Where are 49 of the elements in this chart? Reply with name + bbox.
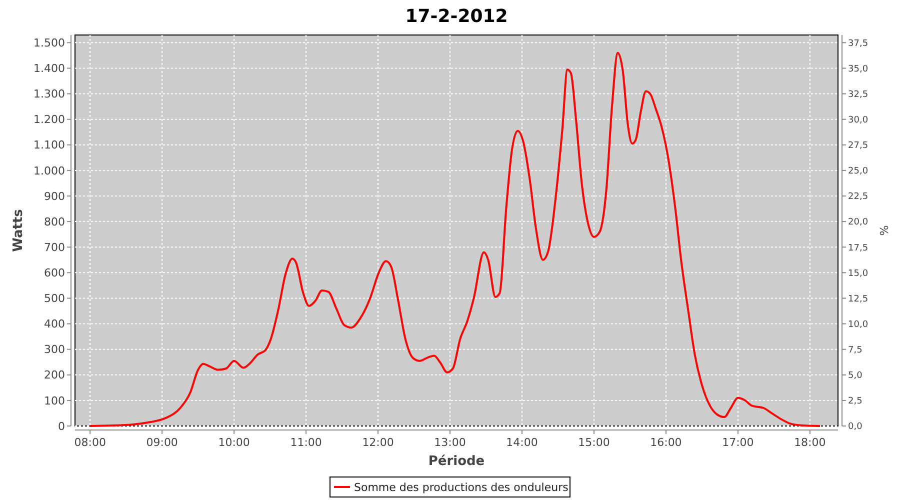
y2-tick-label: 12,5 — [848, 294, 868, 304]
y-tick-label: 700 — [44, 240, 65, 254]
y2-tick-label: 32,5 — [848, 90, 868, 100]
y-tick-label: 200 — [44, 368, 65, 382]
legend-label: Somme des productions des onduleurs — [354, 480, 569, 494]
y-tick-label: 600 — [44, 266, 65, 280]
y-tick-label: 0 — [58, 420, 65, 433]
y2-tick-label: 30,0 — [848, 115, 868, 126]
y2-tick-label: 25,0 — [848, 166, 868, 177]
x-tick-label: 10:00 — [218, 436, 250, 449]
x-tick-label: 11:00 — [290, 436, 322, 449]
y2-tick-label: 20,0 — [848, 218, 868, 228]
y-tick-label: 400 — [44, 318, 65, 331]
y-tick-label: 500 — [44, 292, 65, 306]
x-tick-label: 14:00 — [506, 436, 538, 449]
x-tick-label: 16:00 — [650, 436, 682, 449]
y2-tick-label: 15,0 — [848, 268, 868, 279]
y-tick-label: 1.500 — [34, 36, 65, 50]
line-series — [89, 52, 822, 427]
y2-tick-label: 2,5 — [848, 396, 862, 407]
y2-tick-label: 27,5 — [848, 141, 868, 152]
x-tick-label: 12:00 — [362, 436, 394, 449]
y-tick-label: 900 — [44, 190, 65, 203]
chart-title: 17-2-2012 — [405, 6, 508, 27]
y2-tick-label: 17,5 — [848, 243, 868, 254]
y2-axis-title: % — [877, 225, 890, 236]
y-tick-label: 1.000 — [34, 164, 65, 178]
x-tick-label: 13:00 — [434, 436, 466, 449]
y2-tick-label: 10,0 — [848, 320, 868, 330]
y-tick-label: 100 — [44, 394, 65, 408]
y2-tick-label: 35,0 — [848, 64, 868, 74]
x-tick-label: 09:00 — [146, 436, 178, 449]
x-axis-title: Période — [428, 454, 485, 469]
y-tick-label: 1.400 — [34, 62, 65, 76]
y-tick-label: 1.300 — [34, 88, 65, 101]
x-tick-label: 18:00 — [794, 436, 826, 449]
y-tick-label: 1.100 — [34, 138, 65, 152]
y2-tick-label: 22,5 — [848, 192, 868, 202]
x-tick-label: 15:00 — [578, 436, 610, 449]
x-tick-label: 17:00 — [722, 436, 754, 449]
y-tick-label: 1.200 — [34, 113, 65, 126]
y2-tick-label: 0,0 — [848, 422, 863, 432]
y-tick-label: 300 — [44, 343, 65, 356]
y2-tick-label: 5,0 — [848, 371, 863, 382]
y2-tick-label: 7,5 — [848, 345, 862, 356]
x-tick-label: 08:00 — [74, 436, 106, 449]
y-tick-label: 800 — [44, 215, 65, 228]
y2-tick-label: 37,5 — [848, 38, 868, 49]
y-axis-title: Watts — [11, 208, 26, 252]
